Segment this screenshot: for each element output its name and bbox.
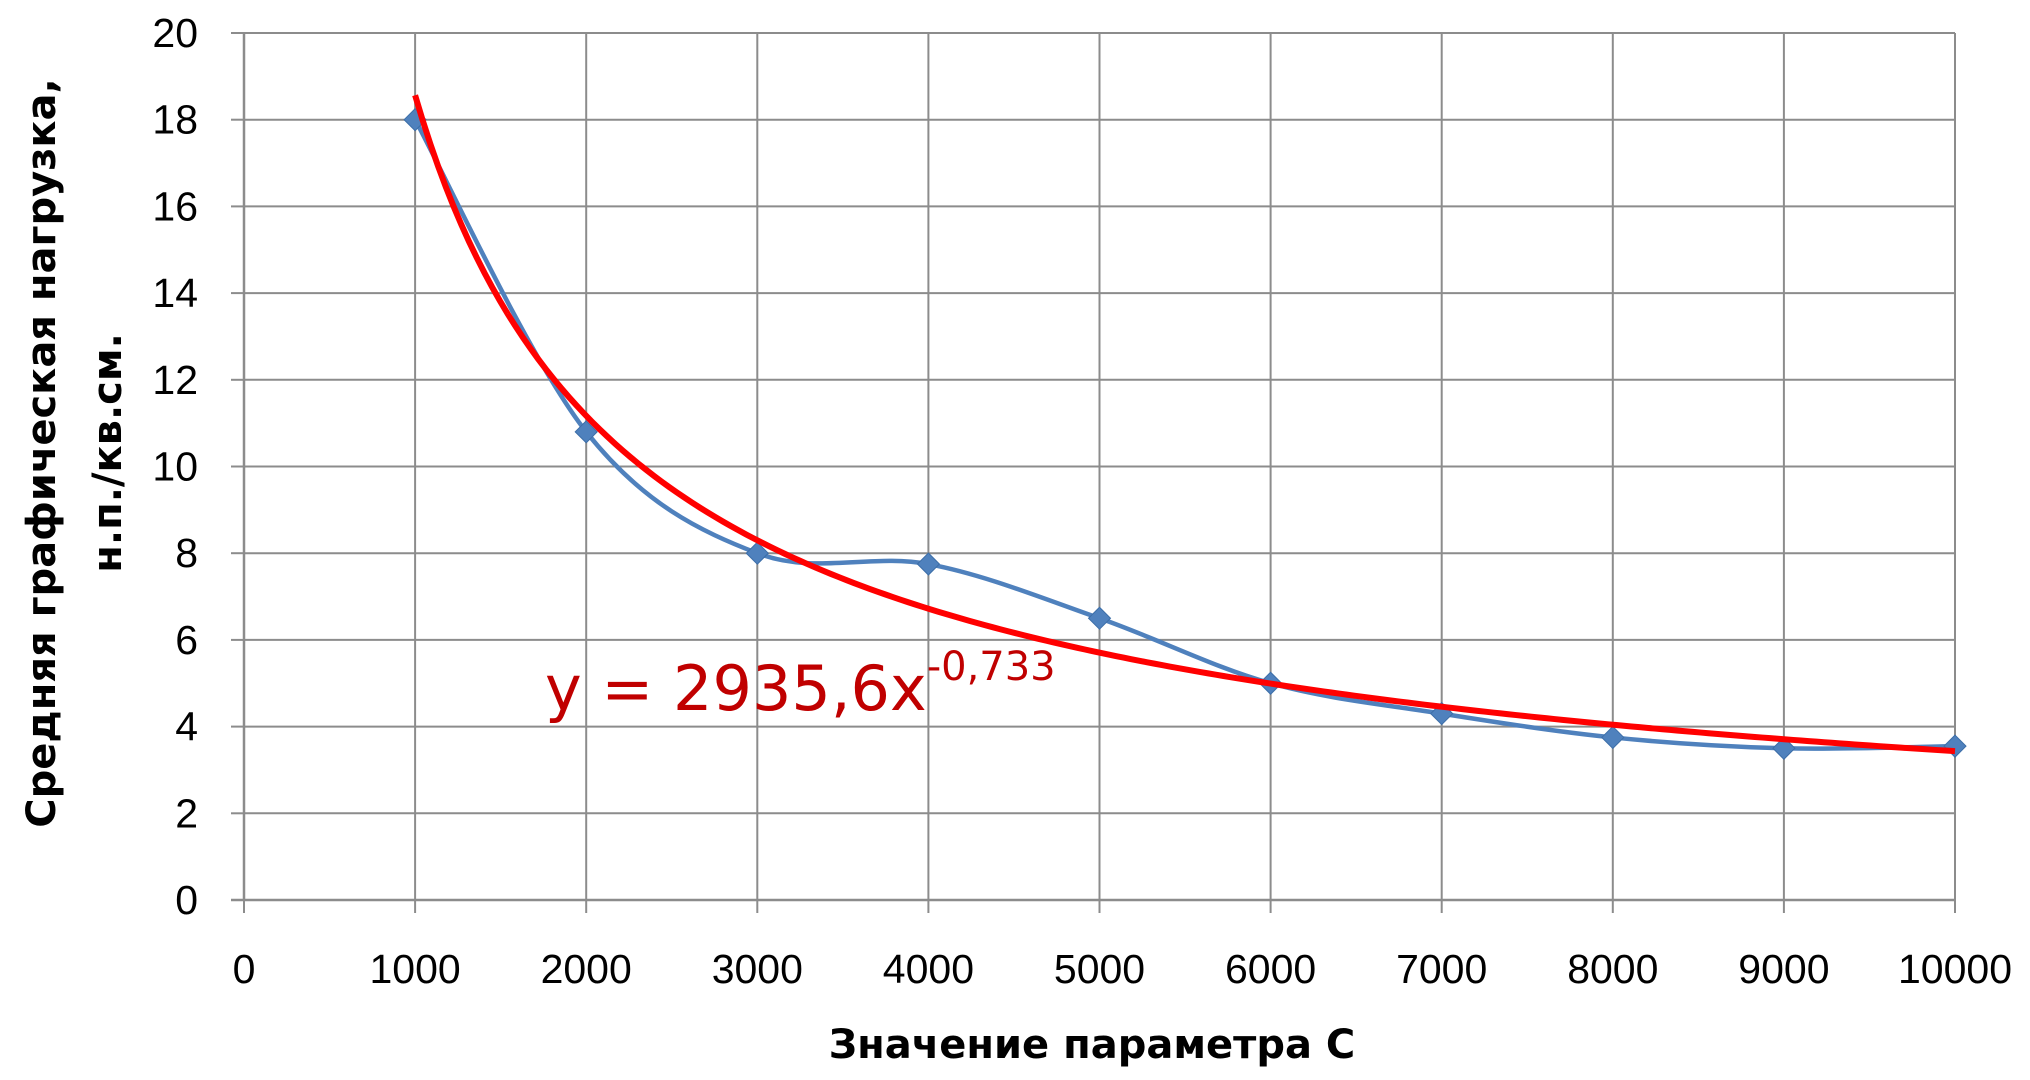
- x-tick-label: 8000: [1567, 946, 1658, 992]
- data-point: [916, 552, 941, 576]
- data-point: [1601, 725, 1625, 750]
- trendline-layer: [412, 94, 1956, 755]
- y-tick-label: 8: [175, 530, 198, 576]
- data-point: [745, 541, 770, 565]
- data-point: [1772, 736, 1796, 760]
- grid: [244, 32, 1956, 900]
- data-point: [1943, 734, 1967, 758]
- equation-label: y = 2935,6x-0,733: [545, 644, 1056, 725]
- y-axis-title-line1: Средняя графическая нагрузка,: [19, 78, 65, 827]
- y-tick-label: 10: [152, 444, 198, 490]
- x-tick-label: 1000: [369, 946, 460, 992]
- x-tick-label: 0: [233, 946, 256, 992]
- axes: [231, 32, 1956, 913]
- x-tick-label: 9000: [1738, 946, 1829, 992]
- data-point: [574, 420, 598, 444]
- y-tick-label: 4: [175, 704, 198, 750]
- x-tick-label: 4000: [883, 946, 974, 992]
- x-tick-label: 2000: [541, 946, 632, 992]
- y-tick-label: 16: [152, 183, 198, 229]
- y-axis-title-line2: н.п./кв.см.: [85, 333, 131, 573]
- y-tick-label: 6: [175, 617, 198, 663]
- trendline: [412, 94, 1956, 755]
- equation-main: y = 2935,6x: [545, 652, 927, 725]
- y-tick-label: 2: [175, 790, 198, 836]
- data-point: [1087, 606, 1112, 630]
- equation-exponent: -0,733: [927, 644, 1056, 690]
- x-tick-label: 5000: [1054, 946, 1145, 992]
- y-tick-label: 18: [152, 97, 198, 143]
- x-tick-label: 7000: [1396, 946, 1487, 992]
- y-tick-label: 20: [152, 10, 198, 56]
- x-axis-title: Значение параметра С: [829, 1022, 1356, 1068]
- x-tick-label: 6000: [1225, 946, 1316, 992]
- x-tick-label: 10000: [1898, 946, 2012, 992]
- tick-labels: 0 2 4 6 8 10 12 14 16 18 20 0 1000 2000 3000 4000 5000 60…: [152, 10, 2012, 992]
- y-tick-label: 0: [175, 877, 198, 923]
- y-tick-label: 12: [152, 357, 198, 403]
- y-tick-label: 14: [152, 270, 198, 316]
- series-line: [413, 118, 1956, 751]
- x-tick-label: 3000: [712, 946, 803, 992]
